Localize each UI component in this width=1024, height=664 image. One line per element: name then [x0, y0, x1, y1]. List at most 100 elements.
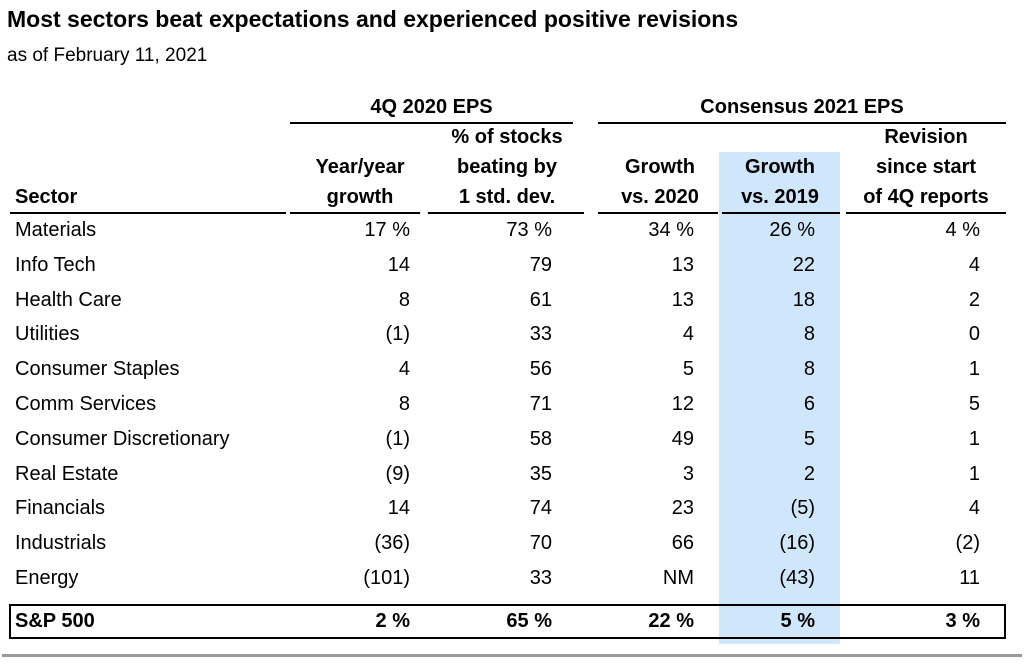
- cell-growth-vs-2019: (5): [790, 497, 815, 520]
- total-cell-yoy: 2 %: [375, 610, 410, 632]
- header-underline-sector: [10, 212, 286, 214]
- column-header-beat-line-1: % of stocks: [451, 126, 563, 148]
- cell-revision: 1: [968, 427, 980, 450]
- header-underline-growth-vs-2019: [722, 212, 840, 214]
- column-header-revision-line-2: since start: [875, 156, 977, 178]
- cell-growth-vs-2019: (16): [779, 532, 815, 555]
- cell-beat: 33: [529, 323, 552, 346]
- cell-yoy: (36): [374, 532, 410, 555]
- cell-yoy: 14: [387, 497, 410, 520]
- row-label-sector: Energy: [15, 566, 79, 589]
- cell-yoy: (1): [385, 427, 410, 450]
- row-label-sector: Materials: [15, 219, 97, 241]
- cell-growth-vs-2019: 8: [803, 323, 815, 346]
- total-cell-growth-vs-2020: 22 %: [648, 610, 694, 632]
- cell-yoy: 17 %: [364, 219, 410, 241]
- cell-growth-vs-2020: 23: [671, 497, 694, 520]
- column-header-yoy-line-1: Year/year: [315, 156, 405, 178]
- cell-beat: 73 %: [506, 219, 552, 241]
- cell-growth-vs-2020: 3: [682, 462, 694, 485]
- cell-growth-vs-2020: 34 %: [648, 219, 694, 241]
- cell-yoy: (9): [385, 462, 410, 485]
- column-header-sector: Sector: [15, 186, 78, 208]
- cell-revision: 1: [968, 358, 980, 381]
- cell-revision: 2: [968, 288, 980, 311]
- cell-yoy: 8: [398, 288, 410, 311]
- column-header-growth-vs-2020: Growth vs. 2020: [600, 152, 720, 212]
- cell-yoy: (101): [363, 566, 410, 589]
- column-header-growth-vs-2020-line-1: Growth: [625, 156, 695, 178]
- total-cell-sector: S&P 500: [15, 610, 95, 632]
- group-header-consensus-2021-eps: Consensus 2021 EPS: [700, 96, 904, 118]
- row-label-sector: Consumer Discretionary: [15, 427, 230, 450]
- row-label-sector: Consumer Staples: [15, 358, 180, 381]
- group-underline-consensus-2021-eps: [598, 122, 1006, 124]
- cell-growth-vs-2020: 66: [671, 532, 694, 555]
- cell-growth-vs-2019: 5: [803, 427, 815, 450]
- row-label-sector: Financials: [15, 497, 106, 520]
- total-row-box: [9, 604, 1006, 639]
- header-underline-yoy: [290, 212, 420, 214]
- total-cell-beat: 65 %: [506, 610, 552, 632]
- cell-revision: 1: [968, 462, 980, 485]
- cell-revision: 5: [968, 392, 980, 415]
- cell-growth-vs-2019: 8: [803, 358, 815, 381]
- table-row: Energy (101) 33 NM (43) 11: [0, 561, 1024, 596]
- cell-growth-vs-2020: NM: [662, 566, 694, 589]
- header-underline-growth-vs-2020: [598, 212, 718, 214]
- chart-subtitle: as of February 11, 2021: [7, 45, 208, 66]
- cell-beat: 71: [529, 392, 552, 415]
- cell-growth-vs-2019: 2: [803, 462, 815, 485]
- column-header-beat: % of stocks beating by 1 std. dev.: [432, 122, 582, 212]
- cell-beat: 33: [529, 566, 552, 589]
- column-header-yoy: Year/year growth: [300, 152, 420, 212]
- cell-yoy: 4: [398, 358, 410, 381]
- cell-growth-vs-2020: 13: [671, 253, 694, 276]
- table-body: Materials 17 % 73 % 34 % 26 % 4 % Info Tech 14 7…: [0, 213, 1024, 596]
- table-row: Real Estate (9) 35 3 2 1: [0, 457, 1024, 492]
- cell-yoy: (1): [385, 323, 410, 346]
- cell-beat: 74: [529, 497, 552, 520]
- cell-beat: 70: [529, 532, 552, 555]
- cell-revision: 4: [968, 253, 980, 276]
- chart-title: Most sectors beat expectations and exper…: [7, 6, 739, 32]
- cell-growth-vs-2019: (43): [779, 566, 815, 589]
- cell-growth-vs-2019: 18: [792, 288, 815, 311]
- column-header-yoy-line-2: growth: [326, 186, 394, 208]
- row-label-sector: Info Tech: [15, 253, 96, 276]
- cell-growth-vs-2019: 26 %: [769, 219, 815, 241]
- table-row: Health Care 8 61 13 18 2: [0, 283, 1024, 318]
- table-row: Financials 14 74 23 (5) 4: [0, 491, 1024, 526]
- cell-revision: 4 %: [945, 219, 980, 241]
- cell-beat: 79: [529, 253, 552, 276]
- group-underline-4q-2020-eps: [290, 122, 573, 124]
- cell-growth-vs-2020: 12: [671, 392, 694, 415]
- cell-growth-vs-2020: 4: [682, 323, 694, 346]
- table-row: Materials 17 % 73 % 34 % 26 % 4 %: [0, 213, 1024, 248]
- column-header-revision: Revision since start of 4Q reports: [842, 122, 1010, 212]
- cell-growth-vs-2020: 13: [671, 288, 694, 311]
- column-header-growth-vs-2019-line-2: vs. 2019: [741, 186, 819, 208]
- row-label-sector: Industrials: [15, 532, 107, 555]
- cell-revision: 11: [959, 566, 980, 589]
- cell-growth-vs-2019: 6: [803, 392, 815, 415]
- cell-beat: 58: [529, 427, 552, 450]
- table-row: Consumer Discretionary (1) 58 49 5 1: [0, 422, 1024, 457]
- cell-beat: 35: [529, 462, 552, 485]
- row-label-sector: Real Estate: [15, 462, 119, 485]
- highlight-column-growth-vs-2019: [719, 152, 840, 644]
- table-row: Utilities (1) 33 4 8 0: [0, 317, 1024, 352]
- table-row: Industrials (36) 70 66 (16) (2): [0, 526, 1024, 561]
- cell-revision: 4: [968, 497, 980, 520]
- table-row: Consumer Staples 4 56 5 8 1: [0, 352, 1024, 387]
- column-header-beat-line-3: 1 std. dev.: [458, 186, 556, 208]
- row-label-sector: Comm Services: [15, 392, 157, 415]
- cell-growth-vs-2019: 22: [792, 253, 815, 276]
- cell-beat: 56: [529, 358, 552, 381]
- cell-growth-vs-2020: 5: [682, 358, 694, 381]
- cell-revision: 0: [968, 323, 980, 346]
- table-row: Comm Services 8 71 12 6 5: [0, 387, 1024, 422]
- column-header-growth-vs-2019-line-1: Growth: [745, 156, 815, 178]
- header-underline-beat: [428, 212, 584, 214]
- cell-yoy: 14: [387, 253, 410, 276]
